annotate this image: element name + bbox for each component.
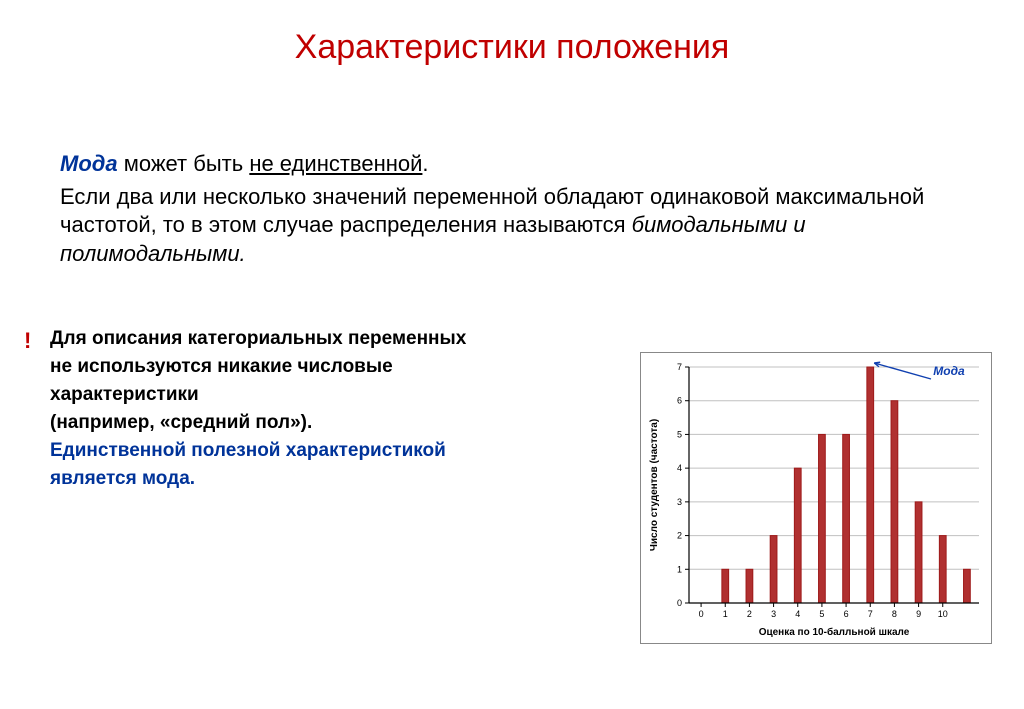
svg-text:3: 3	[771, 609, 776, 619]
note-block: Для описания категориальных переменных н…	[50, 328, 610, 496]
svg-text:5: 5	[819, 609, 824, 619]
svg-text:0: 0	[699, 609, 704, 619]
page-title: Характеристики положения	[0, 28, 1024, 67]
bar-chart: 0 1 2 3 4 5 6 7 0 1 2 3 4 5 6 7 8 9 10 Оценка по 10-балльно…	[640, 352, 992, 644]
svg-text:7: 7	[677, 362, 682, 372]
text-span: .	[422, 151, 428, 176]
svg-text:3: 3	[677, 497, 682, 507]
svg-text:2: 2	[677, 531, 682, 541]
exclamation-icon: !	[24, 328, 31, 354]
note-line: характеристики	[50, 384, 610, 406]
paragraph-2: Если два или несколько значений переменн…	[40, 183, 980, 269]
svg-text:5: 5	[677, 429, 682, 439]
svg-text:7: 7	[868, 609, 873, 619]
slide: Характеристики положения Мода может быть…	[0, 0, 1024, 709]
svg-text:6: 6	[844, 609, 849, 619]
moda-term: Мода	[60, 151, 118, 176]
note-line-blue: Единственной полезной характеристикой	[50, 440, 610, 462]
text-span: может быть	[118, 151, 250, 176]
note-line: (например, «средний пол»).	[50, 412, 610, 434]
svg-text:2: 2	[747, 609, 752, 619]
svg-text:Оценка по 10-балльной шкале: Оценка по 10-балльной шкале	[759, 626, 910, 638]
main-text: Мода может быть не единственной. Если дв…	[40, 150, 980, 272]
note-line-blue: является мода.	[50, 468, 610, 490]
svg-text:4: 4	[677, 463, 682, 473]
svg-text:9: 9	[916, 609, 921, 619]
svg-text:10: 10	[938, 609, 948, 619]
svg-text:1: 1	[677, 564, 682, 574]
svg-text:8: 8	[892, 609, 897, 619]
note-line: не используются никакие числовые	[50, 356, 610, 378]
svg-text:4: 4	[795, 609, 800, 619]
paragraph-1: Мода может быть не единственной.	[40, 150, 980, 179]
svg-text:6: 6	[677, 396, 682, 406]
svg-text:Мода: Мода	[933, 364, 965, 378]
svg-text:0: 0	[677, 598, 682, 608]
underlined-text: не единственной	[249, 151, 422, 176]
svg-text:1: 1	[723, 609, 728, 619]
svg-text:Число студентов (частота): Число студентов (частота)	[649, 419, 660, 551]
note-line: Для описания категориальных переменных	[50, 328, 610, 350]
chart-svg: 0 1 2 3 4 5 6 7 0 1 2 3 4 5 6 7 8 9 10 Оценка по 10-балльно…	[641, 353, 991, 643]
